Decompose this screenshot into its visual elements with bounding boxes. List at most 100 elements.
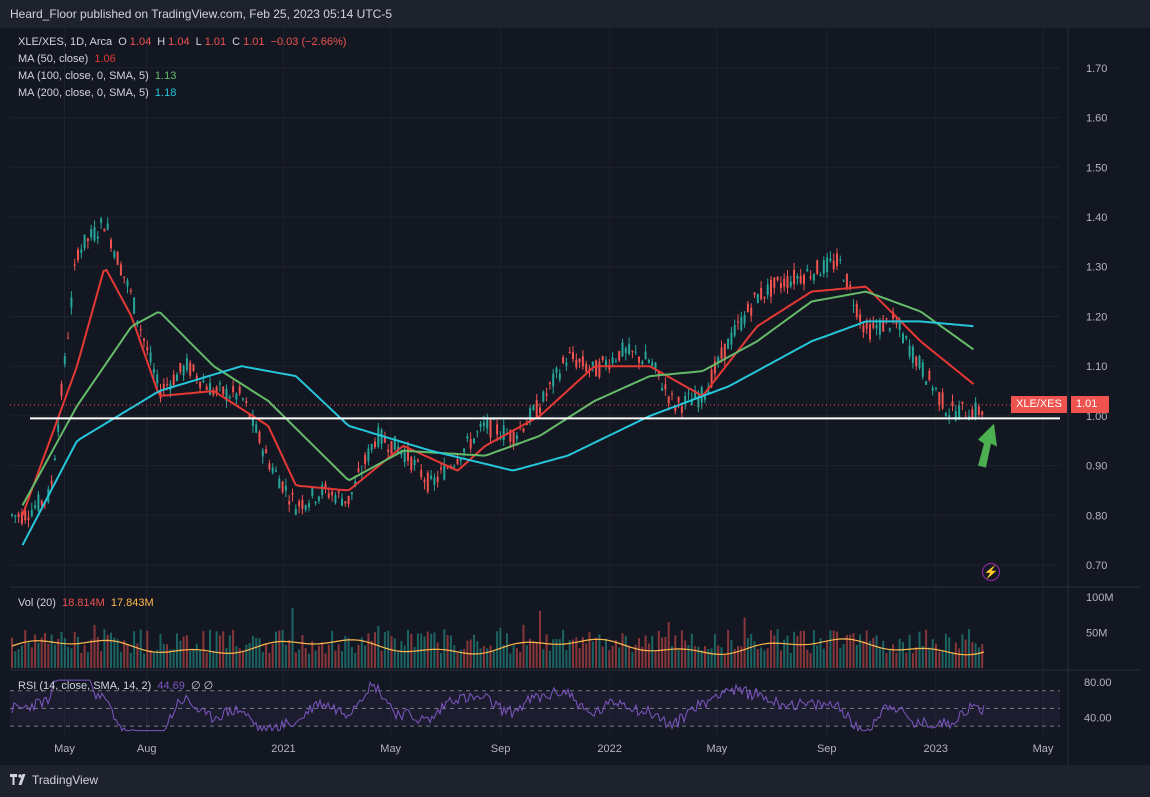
candle-body (624, 348, 627, 354)
volume-bar (347, 638, 350, 668)
volume-bar (192, 649, 195, 668)
volume-bar (882, 640, 885, 668)
volume-bar (700, 650, 703, 668)
time-tick-label: May (54, 743, 75, 755)
volume-bar (832, 630, 835, 668)
candle-body (720, 347, 723, 359)
candle-body (489, 418, 492, 438)
candle-body (928, 370, 931, 381)
candle-body (70, 297, 73, 308)
ma100-label: MA (100, close, 0, SMA, 5) (18, 70, 149, 82)
volume-bar (271, 643, 274, 668)
candle-body (971, 409, 974, 418)
volume-bar (146, 630, 149, 668)
volume-bar (344, 635, 347, 668)
volume-bar (588, 631, 591, 668)
publish-header: Heard_Floor published on TradingView.com… (0, 0, 1150, 28)
volume-bar (512, 645, 515, 668)
candle-body (139, 329, 142, 331)
candle-body (100, 218, 103, 223)
legend-ma200[interactable]: MA (200, close, 0, SMA, 5) 1.18 (18, 87, 179, 99)
candle-body (562, 357, 565, 363)
candle-body (915, 356, 918, 367)
candle-body (578, 358, 581, 363)
legend-ma50[interactable]: MA (50, close) 1.06 (18, 53, 119, 65)
candle-body (935, 387, 937, 389)
volume-bar (506, 633, 508, 668)
candle-body (875, 324, 878, 329)
volume-bar (938, 651, 941, 668)
candle-body (294, 508, 297, 515)
candle-body (779, 283, 782, 289)
volume-bar (941, 651, 944, 668)
candle-body (628, 344, 631, 355)
tradingview-logo[interactable]: TradingView (10, 773, 98, 787)
candle-body (298, 501, 301, 507)
volume-bar (611, 645, 614, 668)
legend-c-label: C (232, 36, 241, 48)
legend-close: 1.01 (243, 36, 265, 48)
candle-body (687, 393, 690, 395)
candle-body (770, 279, 772, 297)
legend-h-label: H (157, 36, 166, 48)
candle-body (228, 396, 231, 399)
volume-bar (756, 649, 759, 668)
legend-volume[interactable]: Vol (20) 18.814M 17.843M (18, 597, 157, 609)
publish-info: Heard_Floor published on TradingView.com… (10, 7, 393, 21)
volume-bar (621, 633, 624, 668)
volume-bar (17, 648, 20, 668)
candle-body (27, 517, 30, 521)
volume-bar (248, 643, 251, 668)
candle-body (129, 290, 132, 292)
volume-bar (162, 643, 165, 668)
volume-bar (321, 642, 324, 668)
volume-bar (885, 652, 888, 668)
candle-body (83, 234, 86, 249)
chart-area[interactable]: 1.70 1.60 1.50 1.40 1.30 1.20 1.10 1.00 0.90 0.80… (10, 28, 1140, 765)
candle-body (156, 374, 159, 384)
volume-bar (654, 651, 657, 668)
lightning-icon[interactable]: ⚡ (982, 563, 1000, 581)
volume-bar (657, 630, 660, 668)
legend-ma100[interactable]: MA (100, close, 0, SMA, 5) 1.13 (18, 70, 179, 82)
candle-body (57, 424, 60, 432)
chart-svg[interactable]: 1.70 1.60 1.50 1.40 1.30 1.20 1.10 1.00 0.90 0.80… (10, 28, 1140, 765)
candle-body (218, 383, 221, 385)
volume-bar (746, 638, 749, 668)
volume-bar (413, 646, 416, 668)
candle-body (63, 356, 66, 365)
candle-body (515, 435, 518, 440)
candle-body (492, 419, 495, 421)
candle-body (743, 315, 746, 324)
volume-bar (605, 638, 607, 668)
volume-bar (647, 643, 650, 668)
candle-body (667, 396, 670, 404)
volume-bar (545, 634, 548, 668)
candle-body (443, 464, 446, 480)
candle-body (558, 373, 561, 380)
volume-bar (156, 649, 159, 668)
volume-bar (812, 630, 815, 668)
legend-symbol[interactable]: XLE/XES, 1D, Arca (18, 36, 113, 48)
volume-bar (133, 631, 136, 668)
volume-bar (601, 646, 604, 668)
volume-bar (20, 645, 23, 668)
volume-bar (390, 636, 393, 668)
candle-body (961, 401, 964, 404)
candle-body (258, 431, 261, 443)
candle-body (974, 402, 977, 418)
legend-rsi[interactable]: RSI (14, close, SMA, 14, 2) 44.69 ∅ ∅ (18, 679, 216, 692)
candle-body (918, 356, 921, 368)
candle-body (502, 425, 505, 440)
volume-bar (572, 639, 574, 668)
volume-bar (816, 645, 819, 668)
candle-body (261, 450, 264, 457)
candle-body (750, 307, 753, 316)
volume-bar (423, 636, 426, 668)
volume-bar (215, 631, 218, 668)
tv-brand: TradingView (32, 773, 99, 787)
candle-body (24, 510, 27, 521)
volume-bar (93, 624, 96, 668)
volume-bar (189, 651, 192, 668)
volume-bar (116, 639, 119, 668)
